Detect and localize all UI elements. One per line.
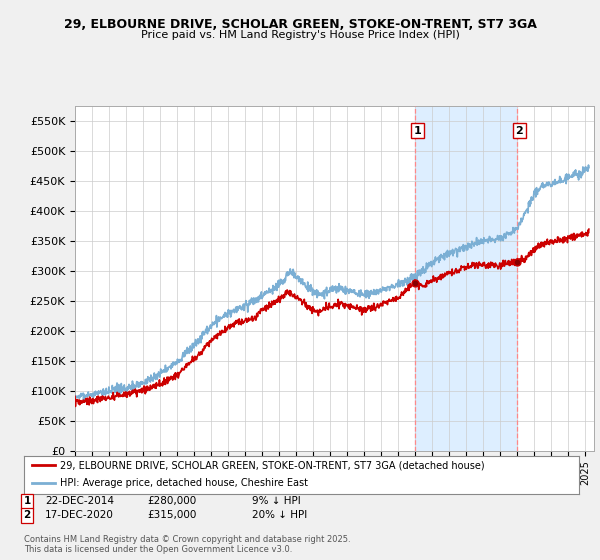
Text: Price paid vs. HM Land Registry's House Price Index (HPI): Price paid vs. HM Land Registry's House … xyxy=(140,30,460,40)
Text: 17-DEC-2020: 17-DEC-2020 xyxy=(45,510,114,520)
Text: £315,000: £315,000 xyxy=(147,510,196,520)
Text: 22-DEC-2014: 22-DEC-2014 xyxy=(45,496,114,506)
Text: 29, ELBOURNE DRIVE, SCHOLAR GREEN, STOKE-ON-TRENT, ST7 3GA: 29, ELBOURNE DRIVE, SCHOLAR GREEN, STOKE… xyxy=(64,18,536,31)
Text: 9% ↓ HPI: 9% ↓ HPI xyxy=(252,496,301,506)
Text: HPI: Average price, detached house, Cheshire East: HPI: Average price, detached house, Ches… xyxy=(60,478,308,488)
Text: 2: 2 xyxy=(23,510,31,520)
Text: 29, ELBOURNE DRIVE, SCHOLAR GREEN, STOKE-ON-TRENT, ST7 3GA (detached house): 29, ELBOURNE DRIVE, SCHOLAR GREEN, STOKE… xyxy=(60,460,485,470)
Text: £280,000: £280,000 xyxy=(147,496,196,506)
Bar xyxy=(415,106,517,451)
Text: 1: 1 xyxy=(413,125,421,136)
Text: 1: 1 xyxy=(23,496,31,506)
Text: 2: 2 xyxy=(515,125,523,136)
Text: 20% ↓ HPI: 20% ↓ HPI xyxy=(252,510,307,520)
Text: Contains HM Land Registry data © Crown copyright and database right 2025.
This d: Contains HM Land Registry data © Crown c… xyxy=(24,535,350,554)
